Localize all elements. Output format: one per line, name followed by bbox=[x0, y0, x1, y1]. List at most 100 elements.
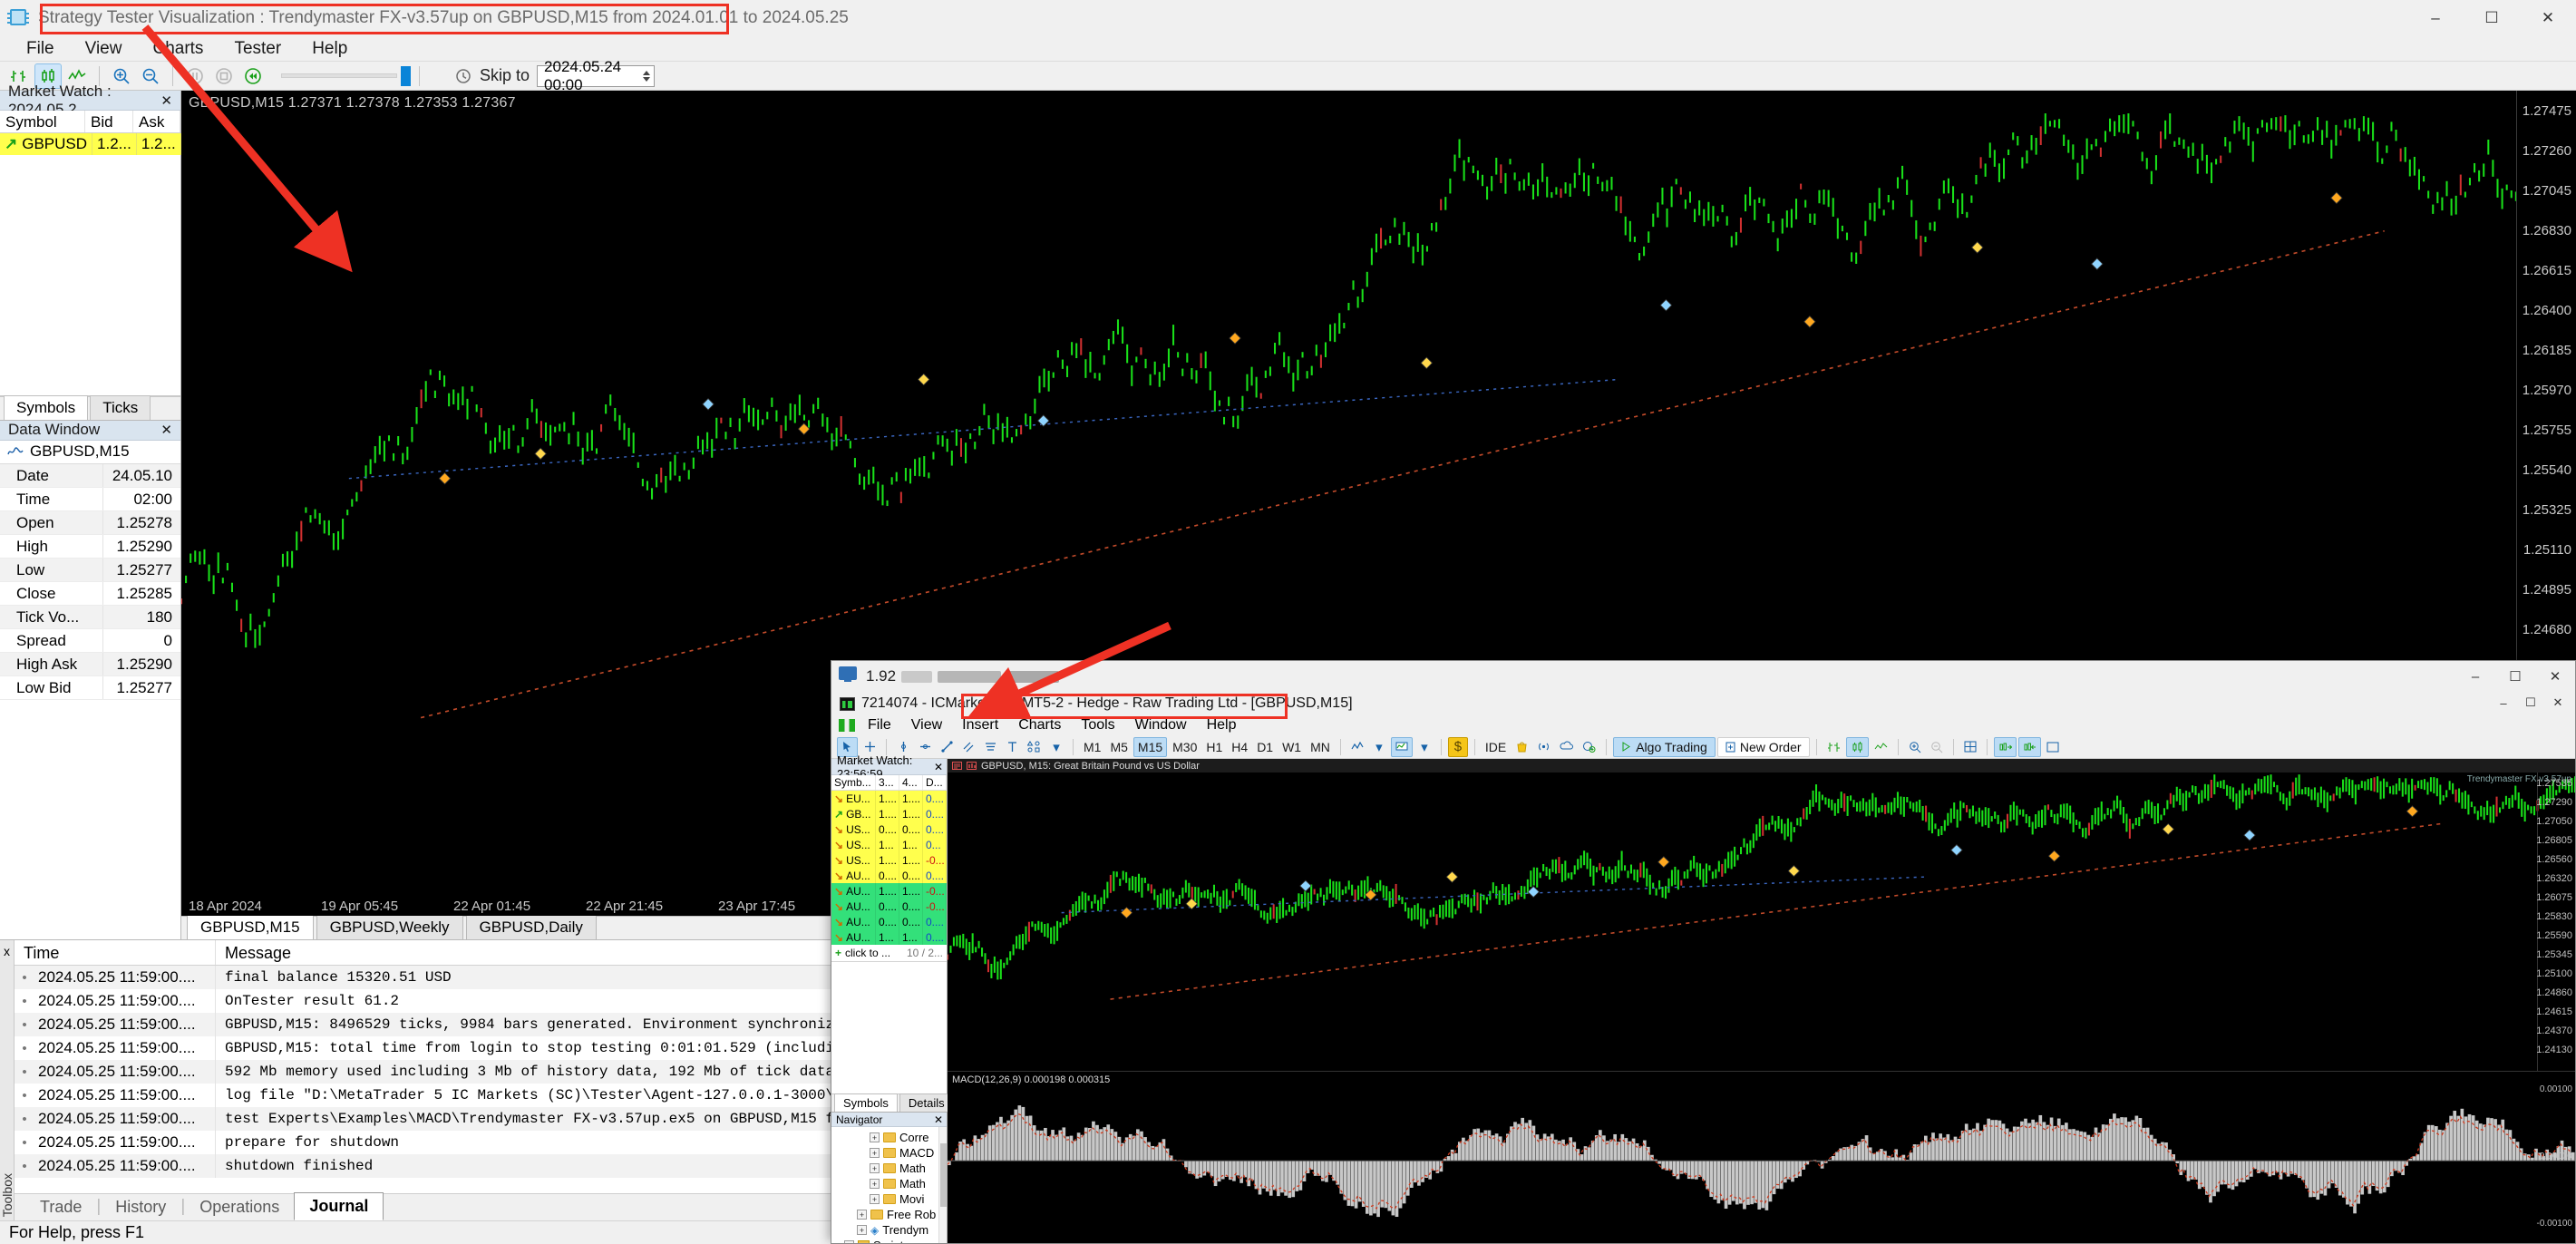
pause-icon[interactable] bbox=[181, 63, 209, 89]
currency-icon[interactable]: $ bbox=[1447, 736, 1468, 757]
channel-icon[interactable] bbox=[958, 737, 978, 757]
column-bid[interactable]: Bid bbox=[85, 111, 133, 132]
navigator-item[interactable]: + Movi bbox=[831, 1191, 947, 1207]
table-row[interactable]: ↘ AU... 1... 1... 0.... bbox=[831, 929, 947, 945]
navigator-item[interactable]: + ◈ Trendym bbox=[831, 1222, 947, 1238]
timeframe-h4[interactable]: H4 bbox=[1231, 739, 1249, 754]
mt5-menu-insert[interactable]: Insert bbox=[962, 717, 999, 733]
trendline-icon[interactable] bbox=[937, 737, 957, 757]
table-row[interactable]: ↘ AU... 1.... 1.... -0... bbox=[831, 883, 947, 899]
timeframe-m1[interactable]: M1 bbox=[1084, 739, 1102, 754]
shapes-dropdown-icon[interactable]: ▾ bbox=[1053, 739, 1060, 755]
indicators-icon[interactable] bbox=[1390, 736, 1413, 757]
text-icon[interactable] bbox=[1002, 737, 1022, 757]
expand-icon[interactable]: + bbox=[870, 1148, 880, 1158]
navigator-item[interactable]: + MACD bbox=[831, 1145, 947, 1161]
mt5-bar-chart-icon[interactable] bbox=[1823, 737, 1844, 757]
menu-tester[interactable]: Tester bbox=[234, 38, 282, 58]
timeframe-mn[interactable]: MN bbox=[1310, 739, 1330, 754]
candlestick-icon[interactable] bbox=[34, 63, 62, 89]
shift-left-icon[interactable] bbox=[2017, 736, 2041, 757]
expand-icon[interactable]: + bbox=[857, 1225, 867, 1235]
mt5-candlestick-icon[interactable] bbox=[1845, 736, 1869, 757]
mt5-maximize-button[interactable]: ☐ bbox=[2509, 669, 2522, 685]
mt5-menu-charts[interactable]: Charts bbox=[1018, 717, 1062, 733]
tab-gbpusd-weekly[interactable]: GBPUSD,Weekly bbox=[316, 915, 463, 939]
expand-icon[interactable]: + bbox=[870, 1132, 880, 1142]
horizontal-line-icon[interactable] bbox=[915, 737, 935, 757]
timeframe-m5[interactable]: M5 bbox=[1110, 739, 1128, 754]
crosshair-icon[interactable] bbox=[860, 737, 880, 757]
navigator-item[interactable]: + Scripts bbox=[831, 1238, 947, 1243]
ide-button[interactable]: IDE bbox=[1484, 739, 1507, 754]
timeframe-h1[interactable]: H1 bbox=[1206, 739, 1223, 754]
expand-icon[interactable]: + bbox=[844, 1240, 854, 1243]
navigator-item[interactable]: + Corre bbox=[831, 1130, 947, 1145]
skip-to-spinner[interactable] bbox=[641, 70, 652, 83]
tab-symbols[interactable]: Symbols bbox=[4, 394, 89, 420]
navigator-item[interactable]: + Math bbox=[831, 1176, 947, 1191]
minimize-button[interactable]: – bbox=[2431, 9, 2440, 26]
table-row[interactable]: ↘ EU... 1.... 1.... 0.... bbox=[831, 791, 947, 806]
mt5-column-daily[interactable]: D... bbox=[923, 775, 947, 790]
line-chart-icon[interactable] bbox=[63, 63, 91, 89]
shift-right-icon[interactable] bbox=[1993, 736, 2017, 757]
market-bag-icon[interactable] bbox=[1512, 737, 1531, 757]
stop-icon[interactable] bbox=[210, 63, 238, 89]
column-time[interactable]: Time bbox=[15, 940, 216, 965]
tab-operations[interactable]: Operations bbox=[199, 1198, 280, 1216]
mt5-doc-close-button[interactable]: ✕ bbox=[2552, 695, 2563, 709]
mt5-tab-details[interactable]: Details bbox=[899, 1093, 954, 1112]
tile-windows-icon[interactable] bbox=[1960, 737, 1980, 757]
mt5-menu-window[interactable]: Window bbox=[1134, 717, 1187, 733]
rewind-icon[interactable] bbox=[239, 63, 267, 89]
maximize-button[interactable]: ☐ bbox=[2484, 9, 2499, 26]
expand-icon[interactable]: + bbox=[870, 1194, 880, 1204]
tab-gbpusd-daily[interactable]: GBPUSD,Daily bbox=[465, 915, 597, 939]
new-order-button[interactable]: New Order bbox=[1716, 736, 1810, 757]
autoscroll-icon[interactable] bbox=[2043, 737, 2063, 757]
table-row[interactable]: ↘ US... 1... 1... 0... bbox=[831, 837, 947, 852]
column-symbol[interactable]: Symbol bbox=[0, 111, 85, 132]
mt5-menu-tools[interactable]: Tools bbox=[1081, 717, 1115, 733]
table-row[interactable]: ↘ AU... 0.... 0.... 0.... bbox=[831, 868, 947, 883]
menu-help[interactable]: Help bbox=[312, 38, 348, 58]
mt5-doc-maximize-button[interactable]: ☐ bbox=[2525, 695, 2536, 709]
close-button[interactable]: ✕ bbox=[2541, 9, 2555, 26]
timeframe-w1[interactable]: W1 bbox=[1282, 739, 1302, 754]
line-chart-type-icon[interactable] bbox=[1347, 737, 1367, 757]
tab-ticks[interactable]: Ticks bbox=[90, 394, 151, 420]
skip-to-input[interactable]: 2024.05.24 00:00 bbox=[537, 58, 656, 93]
metatrader-window[interactable]: 1.92 – ☐ ✕ 7214074 - ICMarketsSC-MT5-2 -… bbox=[831, 660, 2576, 1244]
timeframe-d1[interactable]: D1 bbox=[1257, 739, 1274, 754]
signals-icon[interactable] bbox=[1533, 737, 1554, 757]
data-window-close-icon[interactable]: ✕ bbox=[160, 423, 172, 438]
menu-charts[interactable]: Charts bbox=[152, 38, 204, 58]
mt5-line-chart-icon[interactable] bbox=[1871, 737, 1891, 757]
line-chart-dropdown-icon[interactable]: ▾ bbox=[1375, 739, 1383, 755]
mt5-menu-view[interactable]: View bbox=[910, 717, 943, 733]
zoom-in-icon[interactable] bbox=[108, 63, 135, 89]
algo-trading-button[interactable]: Algo Trading bbox=[1613, 736, 1716, 757]
column-ask[interactable]: Ask bbox=[133, 111, 180, 132]
vps-cloud-icon[interactable] bbox=[1556, 737, 1577, 757]
table-row[interactable]: ↗ GBPUSD 1.2... 1.2... bbox=[0, 133, 181, 155]
table-row[interactable]: ↘ US... 1.... 1.... -0... bbox=[831, 852, 947, 868]
indicators-dropdown-icon[interactable]: ▾ bbox=[1421, 739, 1428, 755]
bar-chart-icon[interactable] bbox=[5, 63, 33, 89]
mt5-close-button[interactable]: ✕ bbox=[2549, 669, 2561, 685]
mt5-minimize-button[interactable]: – bbox=[2471, 668, 2480, 685]
mt5-navigator-close-icon[interactable]: ✕ bbox=[933, 1113, 943, 1126]
mt5-column-ask[interactable]: 4... bbox=[899, 775, 923, 790]
mt5-zoom-in-icon[interactable] bbox=[1905, 737, 1925, 757]
mt5-menu-help[interactable]: Help bbox=[1206, 717, 1237, 733]
mt5-tab-symbols[interactable]: Symbols bbox=[834, 1093, 898, 1112]
mt5-doc-minimize-button[interactable]: – bbox=[2500, 695, 2507, 710]
tab-history[interactable]: History bbox=[115, 1198, 167, 1216]
shapes-icon[interactable] bbox=[1024, 737, 1045, 757]
speed-slider[interactable] bbox=[281, 73, 397, 78]
navigator-item[interactable]: + Free Rob bbox=[831, 1207, 947, 1222]
toolbox-close-icon[interactable]: x bbox=[4, 944, 10, 958]
mt5-menu-file[interactable]: File bbox=[868, 717, 891, 733]
tab-journal[interactable]: Journal bbox=[294, 1192, 384, 1220]
